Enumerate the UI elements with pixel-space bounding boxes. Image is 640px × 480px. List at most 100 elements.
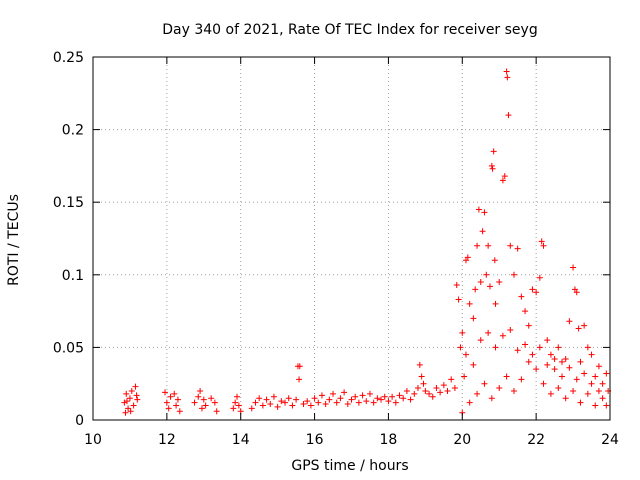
data-point [518, 293, 525, 300]
data-point [128, 387, 135, 394]
data-point [259, 402, 266, 409]
data-point [282, 399, 289, 406]
data-point [547, 390, 554, 397]
data-point [603, 402, 610, 409]
data-point [337, 395, 344, 402]
data-point [374, 395, 381, 402]
data-point [174, 396, 181, 403]
data-point [392, 399, 399, 406]
data-point [293, 396, 300, 403]
data-point [125, 405, 132, 412]
data-point [592, 373, 599, 380]
data-point [588, 380, 595, 387]
data-point [507, 326, 514, 333]
data-point [420, 380, 427, 387]
y-tick-labels: 0 0.05 0.1 0.15 0.2 0.25 [53, 50, 84, 429]
data-point [134, 396, 141, 403]
data-point [132, 383, 139, 390]
y-tick-label: 0 [75, 413, 84, 429]
data-point [472, 286, 479, 293]
data-point [370, 399, 377, 406]
data-point [341, 389, 348, 396]
y-tick-label: 0.2 [62, 123, 84, 139]
data-point [208, 395, 215, 402]
data-point [503, 68, 510, 75]
data-point [121, 399, 128, 406]
data-point [130, 402, 137, 409]
data-point [267, 401, 274, 408]
data-point [558, 373, 565, 380]
data-point [366, 390, 373, 397]
data-point [326, 396, 333, 403]
data-point [470, 315, 477, 322]
data-point [426, 390, 433, 397]
data-point [403, 387, 410, 394]
data-point [195, 393, 202, 400]
data-point [477, 279, 484, 286]
data-point [322, 401, 329, 408]
data-point [551, 356, 558, 363]
data-point [584, 390, 591, 397]
data-point [359, 392, 366, 399]
data-point [176, 408, 183, 415]
data-point [575, 325, 582, 332]
data-point [540, 380, 547, 387]
data-point [191, 399, 198, 406]
data-point [533, 289, 540, 296]
data-point [544, 337, 551, 344]
data-point [570, 264, 577, 271]
data-point [437, 389, 444, 396]
data-point [496, 279, 503, 286]
data-point [595, 363, 602, 370]
data-point [485, 329, 492, 336]
data-point [418, 373, 425, 380]
data-point [389, 393, 396, 400]
data-point [514, 245, 521, 252]
data-point [529, 286, 536, 293]
data-point [455, 296, 462, 303]
data-point [551, 366, 558, 373]
data-point [562, 395, 569, 402]
data-point [252, 399, 259, 406]
data-point [510, 271, 517, 278]
data-point [488, 162, 495, 169]
data-point [278, 398, 285, 405]
data-point [474, 242, 481, 249]
data-point [510, 387, 517, 394]
data-point [304, 398, 311, 405]
data-point [330, 390, 337, 397]
data-point [163, 399, 170, 406]
y-axis-label: ROTI / TECUs [6, 194, 22, 286]
data-point [536, 344, 543, 351]
data-point [400, 395, 407, 402]
data-point [440, 382, 447, 389]
data-point [529, 351, 536, 358]
data-point [488, 395, 495, 402]
data-point [263, 396, 270, 403]
data-point [344, 401, 351, 408]
data-point [492, 344, 499, 351]
x-axis-label: GPS time / hours [291, 458, 408, 474]
data-point [173, 402, 180, 409]
data-point [577, 358, 584, 365]
data-point [573, 289, 580, 296]
data-point [127, 408, 134, 415]
x-tick-label: 22 [527, 432, 545, 448]
data-point [507, 242, 514, 249]
data-point [123, 398, 130, 405]
data-point [333, 399, 340, 406]
data-point [570, 387, 577, 394]
data-point [126, 395, 133, 402]
data-point [504, 74, 511, 81]
data-point [459, 329, 466, 336]
data-point [213, 408, 220, 415]
data-point [248, 405, 255, 412]
data-point [581, 322, 588, 329]
data-point [411, 390, 418, 397]
data-point [232, 399, 239, 406]
x-tick-label: 16 [306, 432, 324, 448]
data-point [133, 392, 140, 399]
data-point [483, 271, 490, 278]
data-point [522, 308, 529, 315]
x-tick-label: 12 [158, 432, 176, 448]
